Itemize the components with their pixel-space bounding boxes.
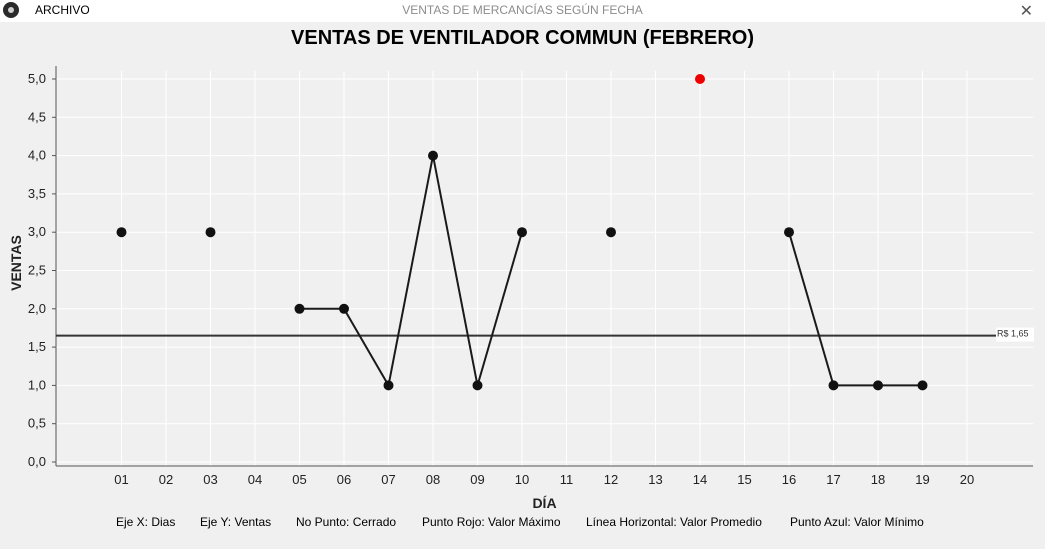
x-tick-label: 12 [604,472,618,487]
series-line [299,155,523,389]
legend-red-point: Punto Rojo: Valor Máximo [422,515,561,529]
x-tick-label: 11 [560,472,574,487]
y-tick-label: 2,5 [28,263,46,278]
y-tick-label: 2,0 [28,301,46,316]
data-point [606,227,616,238]
x-tick-label: 10 [515,472,529,487]
y-tick-label: 1,5 [28,339,46,354]
legend-horizontal-line: Línea Horizontal: Valor Promedio [586,515,762,529]
x-tick-label: 17 [826,472,840,487]
x-tick-label: 05 [292,472,306,487]
y-axis-label: VENTAS [8,235,24,291]
x-tick-label: 16 [782,472,796,487]
data-point [784,227,794,238]
x-tick-label: 07 [381,472,395,487]
data-point [294,303,305,314]
data-point [339,303,349,314]
data-point [472,380,483,391]
max-point [695,74,705,84]
app-logo-icon[interactable] [3,2,19,18]
x-tick-label: 06 [337,472,351,487]
data-point [917,380,928,391]
y-tick-label: 0,5 [28,416,46,431]
legend-x-axis: Eje X: Dias [116,515,176,529]
data-point [383,380,394,391]
chart-title: VENTAS DE VENTILADOR COMMUN (FEBRERO) [291,27,754,49]
x-tick-label: 15 [737,472,751,487]
x-tick-label: 14 [693,472,707,487]
close-icon[interactable]: ✕ [1019,3,1033,20]
legend-no-point: No Punto: Cerrado [296,515,397,529]
x-tick-label: 03 [203,472,217,487]
window-titlebar: ARCHIVO VENTAS DE MERCANCÍAS SEGÚN FECHA… [0,0,1045,22]
x-tick-label: 18 [871,472,885,487]
y-tick-label: 5,0 [28,71,46,86]
y-tick-label: 1,0 [28,377,46,392]
x-tick-label: 01 [114,472,128,487]
data-point [428,150,438,161]
x-tick-label: 13 [648,472,662,487]
y-tick-label: 0,0 [28,454,46,469]
series-line [788,231,923,387]
legend-footer: Eje X: Dias Eje Y: Ventas No Punto: Cerr… [0,515,1045,531]
average-label-bg [996,327,1034,342]
menu-archivo[interactable]: ARCHIVO [35,3,90,17]
y-tick-label: 4,0 [28,148,46,163]
y-tick-label: 3,5 [28,186,46,201]
x-tick-label: 04 [248,472,262,487]
x-tick-label: 08 [426,472,440,487]
x-tick-label: 02 [159,472,173,487]
data-point [828,380,839,391]
data-point [116,227,127,238]
legend-blue-point: Punto Azul: Valor Mínimo [790,515,924,529]
legend-y-axis: Eje Y: Ventas [200,515,272,529]
x-tick-label: 19 [915,472,929,487]
data-point [517,227,527,238]
data-point [873,380,883,391]
y-tick-label: 3,0 [28,224,46,239]
window-title: VENTAS DE MERCANCÍAS SEGÚN FECHA [402,3,643,17]
x-axis-label: DÍA [532,495,556,511]
x-tick-label: 20 [960,472,974,487]
data-point [205,227,216,238]
x-tick-label: 09 [470,472,484,487]
average-label: R$ 1,65 [997,329,1029,339]
y-tick-label: 4,5 [28,109,46,124]
